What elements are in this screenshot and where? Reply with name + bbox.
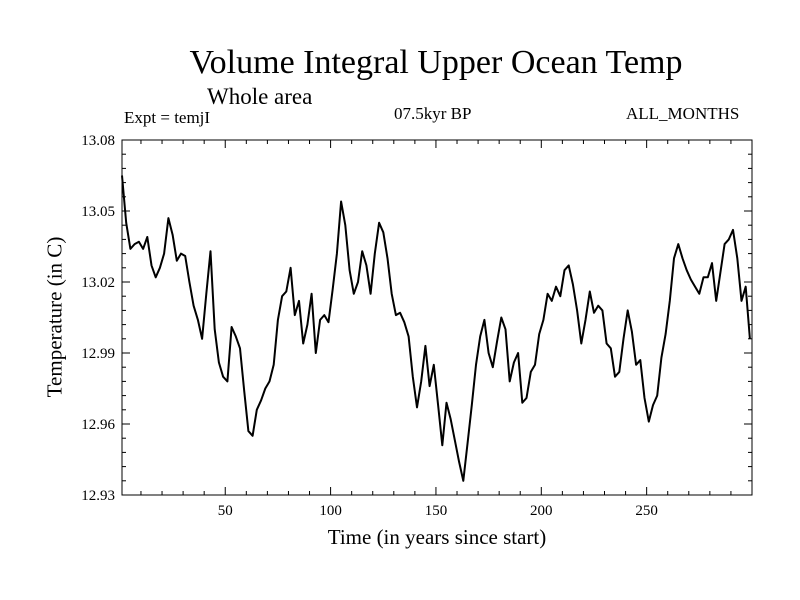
y-tick-label: 12.96 bbox=[81, 417, 115, 433]
y-tick-label: 12.93 bbox=[81, 488, 115, 504]
chart-title: Volume Integral Upper Ocean Temp bbox=[189, 44, 683, 81]
x-tick-label: 200 bbox=[530, 503, 553, 519]
x-tick-label: 150 bbox=[425, 503, 448, 519]
temperature-series-line bbox=[121, 175, 751, 482]
months-label: ALL_MONTHS bbox=[626, 104, 740, 123]
y-tick-label: 13.08 bbox=[81, 133, 115, 149]
period-label: 07.5kyr BP bbox=[394, 104, 472, 123]
x-tick-label: 250 bbox=[635, 503, 658, 519]
y-tick-label: 12.99 bbox=[81, 346, 115, 362]
x-tick-label: 100 bbox=[319, 503, 342, 519]
chart-subtitle: Whole area bbox=[207, 84, 313, 109]
experiment-label: Expt = temjI bbox=[124, 108, 211, 127]
plot-frame bbox=[121, 139, 753, 496]
y-tick-label: 13.05 bbox=[81, 204, 115, 220]
x-tick-label: 50 bbox=[218, 503, 233, 519]
y-tick-label: 13.02 bbox=[81, 275, 115, 291]
x-axis-label: Time (in years since start) bbox=[327, 525, 547, 549]
